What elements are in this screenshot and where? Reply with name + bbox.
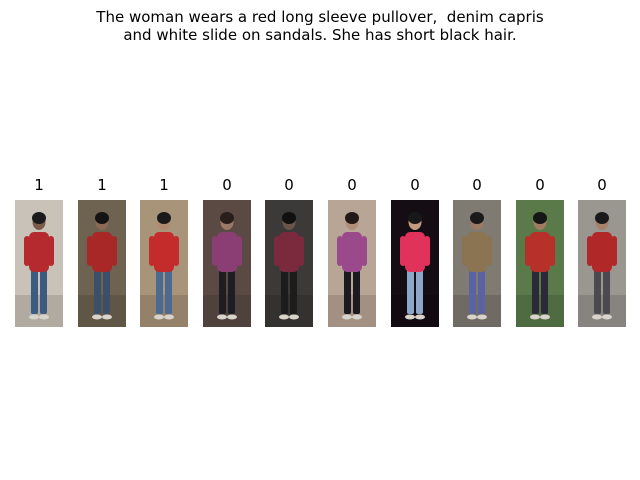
person-photo	[140, 200, 188, 327]
person-photo	[578, 200, 626, 327]
person-photo	[328, 200, 376, 327]
match-label: 0	[535, 176, 545, 194]
gallery-item: 0	[453, 176, 501, 327]
gallery-item: 0	[203, 176, 251, 327]
person-photo	[265, 200, 313, 327]
match-label: 1	[34, 176, 44, 194]
gallery-item: 0	[578, 176, 626, 327]
match-label: 0	[222, 176, 232, 194]
person-photo	[516, 200, 564, 327]
gallery-item: 1	[15, 176, 63, 327]
caption-line-2: and white slide on sandals. She has shor…	[123, 26, 517, 44]
match-label: 0	[284, 176, 294, 194]
match-label: 0	[597, 176, 607, 194]
gallery-item: 1	[78, 176, 126, 327]
match-label: 0	[347, 176, 357, 194]
gallery-item: 1	[140, 176, 188, 327]
caption-line-1: The woman wears a red long sleeve pullov…	[96, 8, 544, 26]
gallery-item: 0	[516, 176, 564, 327]
match-label: 0	[472, 176, 482, 194]
person-photo	[203, 200, 251, 327]
match-label: 0	[410, 176, 420, 194]
gallery-item: 0	[328, 176, 376, 327]
gallery-item: 0	[391, 176, 439, 327]
person-photo	[15, 200, 63, 327]
match-label: 1	[159, 176, 169, 194]
person-photo	[78, 200, 126, 327]
caption: The woman wears a red long sleeve pullov…	[0, 8, 640, 44]
person-photo	[391, 200, 439, 327]
gallery-item: 0	[265, 176, 313, 327]
match-label: 1	[97, 176, 107, 194]
person-photo	[453, 200, 501, 327]
